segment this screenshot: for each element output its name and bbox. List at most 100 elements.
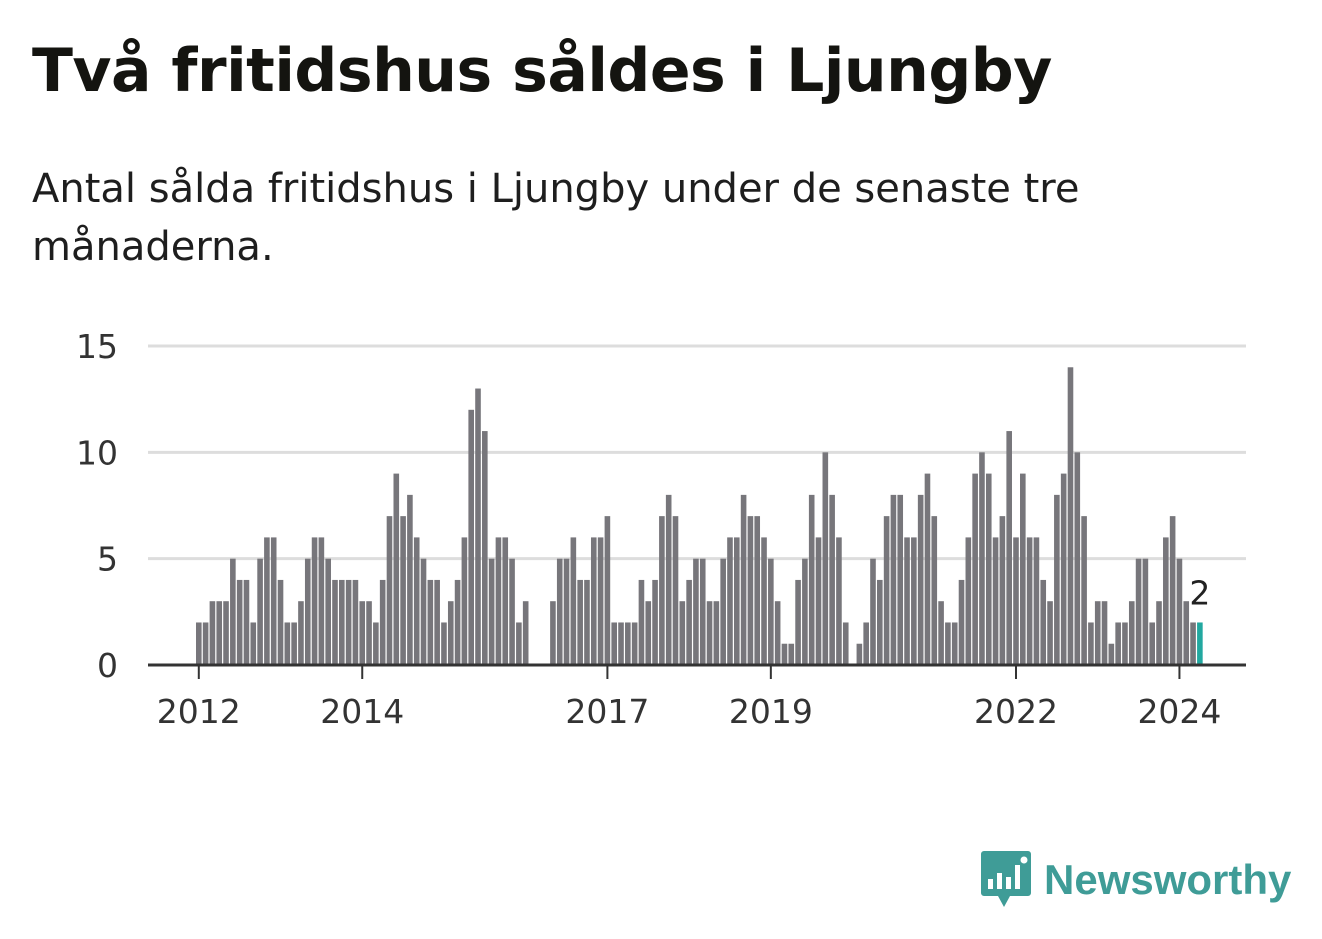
bar: [230, 558, 236, 665]
bar: [461, 537, 468, 665]
brand-name: Newsworthy: [1044, 856, 1292, 903]
bar: [264, 537, 270, 665]
bar: [352, 579, 359, 665]
bar: [1190, 622, 1196, 665]
bar: [1033, 537, 1040, 665]
bar: [1122, 622, 1128, 665]
bar: [822, 452, 829, 665]
bar: [236, 579, 243, 665]
bars: [196, 367, 1203, 665]
bar: [1074, 452, 1081, 665]
bar: [842, 622, 849, 665]
bar: [1060, 473, 1067, 665]
bar: [386, 516, 393, 665]
chart-subtitle: Antal sålda fritidshus i Ljungby under d…: [32, 166, 1080, 270]
bar: [311, 537, 318, 665]
bar: [318, 537, 325, 665]
bar: [223, 601, 229, 665]
y-axis-ticks: 0 5 10 15: [76, 327, 118, 685]
bar: [727, 537, 733, 665]
bar: [577, 579, 583, 665]
bar: [420, 558, 427, 665]
bar: [1101, 601, 1108, 665]
bar: [965, 537, 972, 665]
bar: [516, 622, 522, 665]
bar: [468, 409, 474, 665]
bar: [393, 473, 400, 665]
bar: [359, 601, 366, 665]
x-tick-label-2022: 2022: [974, 692, 1058, 731]
bar: [284, 622, 291, 665]
bar: [754, 516, 761, 665]
bar: [270, 537, 277, 665]
bar: [1040, 579, 1047, 665]
bar: [339, 579, 345, 665]
bar: [345, 579, 352, 665]
bar: [815, 537, 822, 665]
bar: [209, 601, 216, 665]
bar: [1176, 558, 1183, 665]
bar: [1094, 601, 1101, 665]
bar: [890, 494, 897, 665]
bar: [856, 643, 863, 665]
bar: [904, 537, 910, 665]
x-tick-label-2014: 2014: [320, 692, 404, 731]
bar: [1128, 601, 1135, 665]
x-tick-label-2012: 2012: [157, 692, 241, 731]
bar: [427, 579, 434, 665]
bar: [250, 622, 257, 665]
bar: [298, 601, 304, 665]
newsworthy-logo-icon: [981, 851, 1031, 907]
bar: [407, 494, 413, 665]
bar: [699, 558, 706, 665]
bar: [740, 494, 747, 665]
bar: [563, 558, 570, 665]
bar: [304, 558, 311, 665]
bar: [1169, 516, 1176, 665]
bar: [400, 516, 406, 665]
bar: [788, 643, 795, 665]
bar: [202, 622, 209, 665]
bar: [747, 516, 754, 665]
y-tick-label-15: 15: [76, 327, 118, 366]
x-tick-label-2017: 2017: [565, 692, 649, 731]
bar: [938, 601, 944, 665]
bar: [1088, 622, 1094, 665]
bar: [951, 622, 958, 665]
bar: [720, 558, 726, 665]
bar: [447, 601, 454, 665]
bar: [945, 622, 951, 665]
brand-logo: Newsworthy: [980, 848, 1291, 912]
bar: [733, 537, 740, 665]
y-tick-label-5: 5: [97, 540, 118, 579]
bar: [672, 516, 679, 665]
bar: [781, 643, 788, 665]
x-tick-label-2024: 2024: [1137, 692, 1221, 731]
bar: [870, 558, 876, 665]
bar: [556, 558, 563, 665]
bar: [1156, 601, 1162, 665]
bar: [652, 579, 658, 665]
bar: [972, 473, 978, 665]
bar: [659, 516, 665, 665]
bar-highlight: [1197, 622, 1203, 665]
bar: [216, 601, 223, 665]
bar: [679, 601, 686, 665]
bar: [277, 579, 284, 665]
bar: [291, 622, 297, 665]
bar: [373, 622, 379, 665]
bar: [1108, 643, 1115, 665]
bar: [877, 579, 883, 665]
bar: [911, 537, 917, 665]
bar: [1047, 601, 1053, 665]
bar: [917, 494, 924, 665]
bar: [836, 537, 842, 665]
bar: [1013, 537, 1019, 665]
bar: [1135, 558, 1142, 665]
bar: [570, 537, 577, 665]
bar: [713, 601, 720, 665]
x-tick-label-2019: 2019: [729, 692, 813, 731]
bar: [550, 601, 556, 665]
bar: [584, 579, 590, 665]
bar: [618, 622, 624, 665]
